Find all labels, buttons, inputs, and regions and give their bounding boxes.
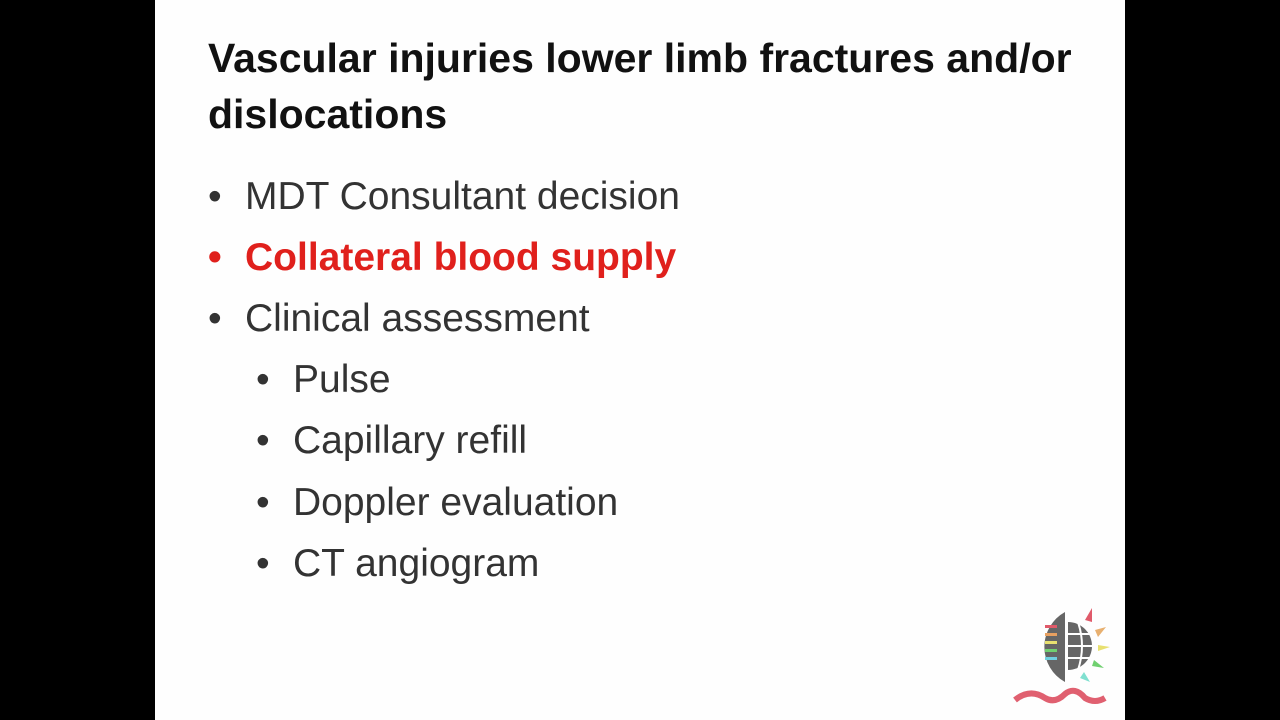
sub-bullet-item: • Doppler evaluation — [256, 481, 619, 525]
bullet-text: Capillary refill — [293, 419, 528, 462]
bullet-icon: • — [208, 297, 222, 340]
sub-bullet-item: • CT angiogram — [256, 542, 540, 586]
sub-bullet-item: • Pulse — [256, 358, 391, 402]
bullet-text: CT angiogram — [293, 542, 540, 585]
bullet-text: Collateral blood supply — [245, 236, 677, 279]
sub-bullet-item: • Capillary refill — [256, 419, 528, 463]
bullet-item: • MDT Consultant decision — [208, 175, 680, 219]
bullet-icon: • — [208, 175, 222, 218]
bullet-text: Clinical assessment — [245, 297, 590, 340]
bullet-icon: • — [256, 542, 270, 585]
bullet-text: Doppler evaluation — [293, 481, 619, 524]
university-logo-icon — [1013, 608, 1110, 704]
bullet-icon: • — [208, 236, 222, 279]
bullet-item-highlighted: • Collateral blood supply — [208, 236, 677, 280]
bullet-icon: • — [256, 481, 270, 524]
bullet-text: Pulse — [293, 358, 391, 401]
bullet-text: MDT Consultant decision — [245, 175, 680, 218]
presentation-slide: Vascular injuries lower limb fractures a… — [155, 0, 1125, 720]
bullet-icon: • — [256, 419, 270, 462]
bullet-icon: • — [256, 358, 270, 401]
bullet-item: • Clinical assessment — [208, 297, 590, 341]
slide-title: Vascular injuries lower limb fractures a… — [208, 35, 1072, 137]
